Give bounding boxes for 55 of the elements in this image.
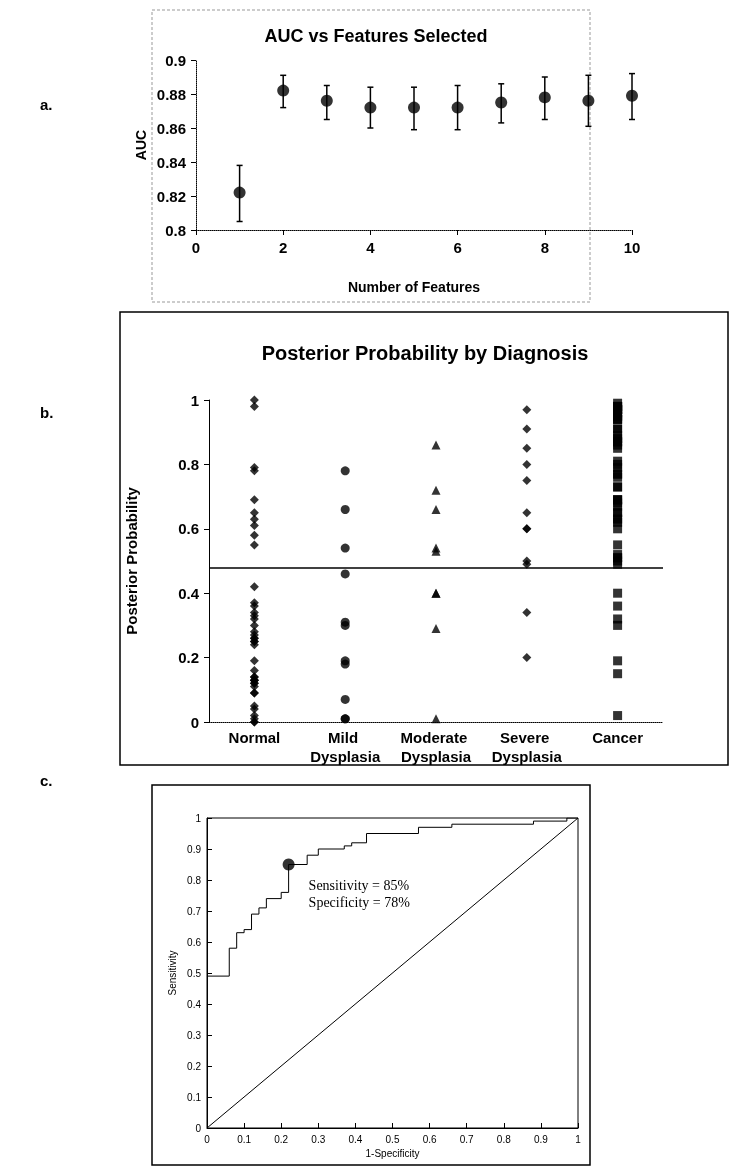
x-tick-label: 0.7 <box>459 1133 475 1145</box>
y-tick-label: 0.1 <box>187 1091 202 1103</box>
x-tick-label: Moderate Dysplasia <box>400 729 472 765</box>
text: c. <box>40 772 53 789</box>
x-tick-label: 0.6 <box>422 1133 437 1145</box>
y-axis-title: Sensitivity <box>166 950 178 996</box>
x-tick-label: 0.3 <box>311 1133 326 1145</box>
y-tick-label: 0.8 <box>178 455 199 473</box>
chart-title: Posterior Probability by Diagnosis <box>261 342 589 364</box>
y-tick-label: 0 <box>195 1122 202 1134</box>
x-tick-label: 2 <box>279 239 288 256</box>
y-axis-title: AUC <box>133 129 149 161</box>
y-tick-label: 1 <box>190 391 199 409</box>
y-tick-label: 0.5 <box>187 967 202 979</box>
y-tick-label: 0.2 <box>187 1060 202 1072</box>
text: a. <box>40 96 53 113</box>
y-tick-label: 0.9 <box>165 51 186 69</box>
y-tick-label: 0.8 <box>165 221 186 239</box>
x-tick-label: 0.5 <box>385 1133 400 1145</box>
x-tick-label: 4 <box>366 239 376 256</box>
x-tick-label: 0.9 <box>533 1133 549 1145</box>
annotation: Sensitivity = 85% Specificity = 78% <box>308 877 411 910</box>
y-tick-label: 0.2 <box>178 649 199 667</box>
y-tick-label: 0.6 <box>178 520 199 538</box>
x-tick-label: 1 <box>575 1133 582 1145</box>
y-tick-label: 0.4 <box>178 584 200 602</box>
y-axis-title: Posterior Probability <box>123 486 140 635</box>
x-tick-label: 10 <box>623 239 641 256</box>
text: b. <box>40 404 54 421</box>
y-tick-label: 0.4 <box>187 998 202 1010</box>
x-tick-label: 8 <box>540 239 549 256</box>
x-tick-label: 0.1 <box>237 1133 252 1145</box>
y-tick-label: 0.82 <box>156 187 186 205</box>
y-tick-label: 1 <box>195 812 202 824</box>
y-tick-label: 0.88 <box>156 85 186 103</box>
y-tick-label: 0.8 <box>187 874 202 886</box>
x-tick-label: Severe Dysplasia <box>491 729 563 765</box>
y-tick-label: 0.9 <box>187 843 202 855</box>
y-tick-label: 0.6 <box>187 936 202 948</box>
x-tick-label: 0.4 <box>348 1133 363 1145</box>
y-tick-label: 0.86 <box>156 119 186 137</box>
x-tick-label: 0.2 <box>274 1133 289 1145</box>
x-tick-label: Cancer <box>592 729 644 746</box>
x-tick-label: Mild Dysplasia <box>310 729 381 765</box>
x-axis-title: 1-Specificity <box>365 1147 420 1159</box>
chart-title: AUC vs Features Selected <box>264 26 488 46</box>
y-tick-label: 0.7 <box>187 905 202 917</box>
y-tick-label: 0.3 <box>187 1029 202 1041</box>
x-tick-label: 6 <box>453 239 462 256</box>
x-axis-title: Number of Features <box>347 279 481 295</box>
y-tick-label: 0 <box>190 713 199 731</box>
y-tick-label: 0.84 <box>156 153 187 171</box>
x-tick-label: 0 <box>204 1133 211 1145</box>
x-tick-label: Normal <box>228 729 281 746</box>
x-tick-label: 0.8 <box>496 1133 512 1145</box>
